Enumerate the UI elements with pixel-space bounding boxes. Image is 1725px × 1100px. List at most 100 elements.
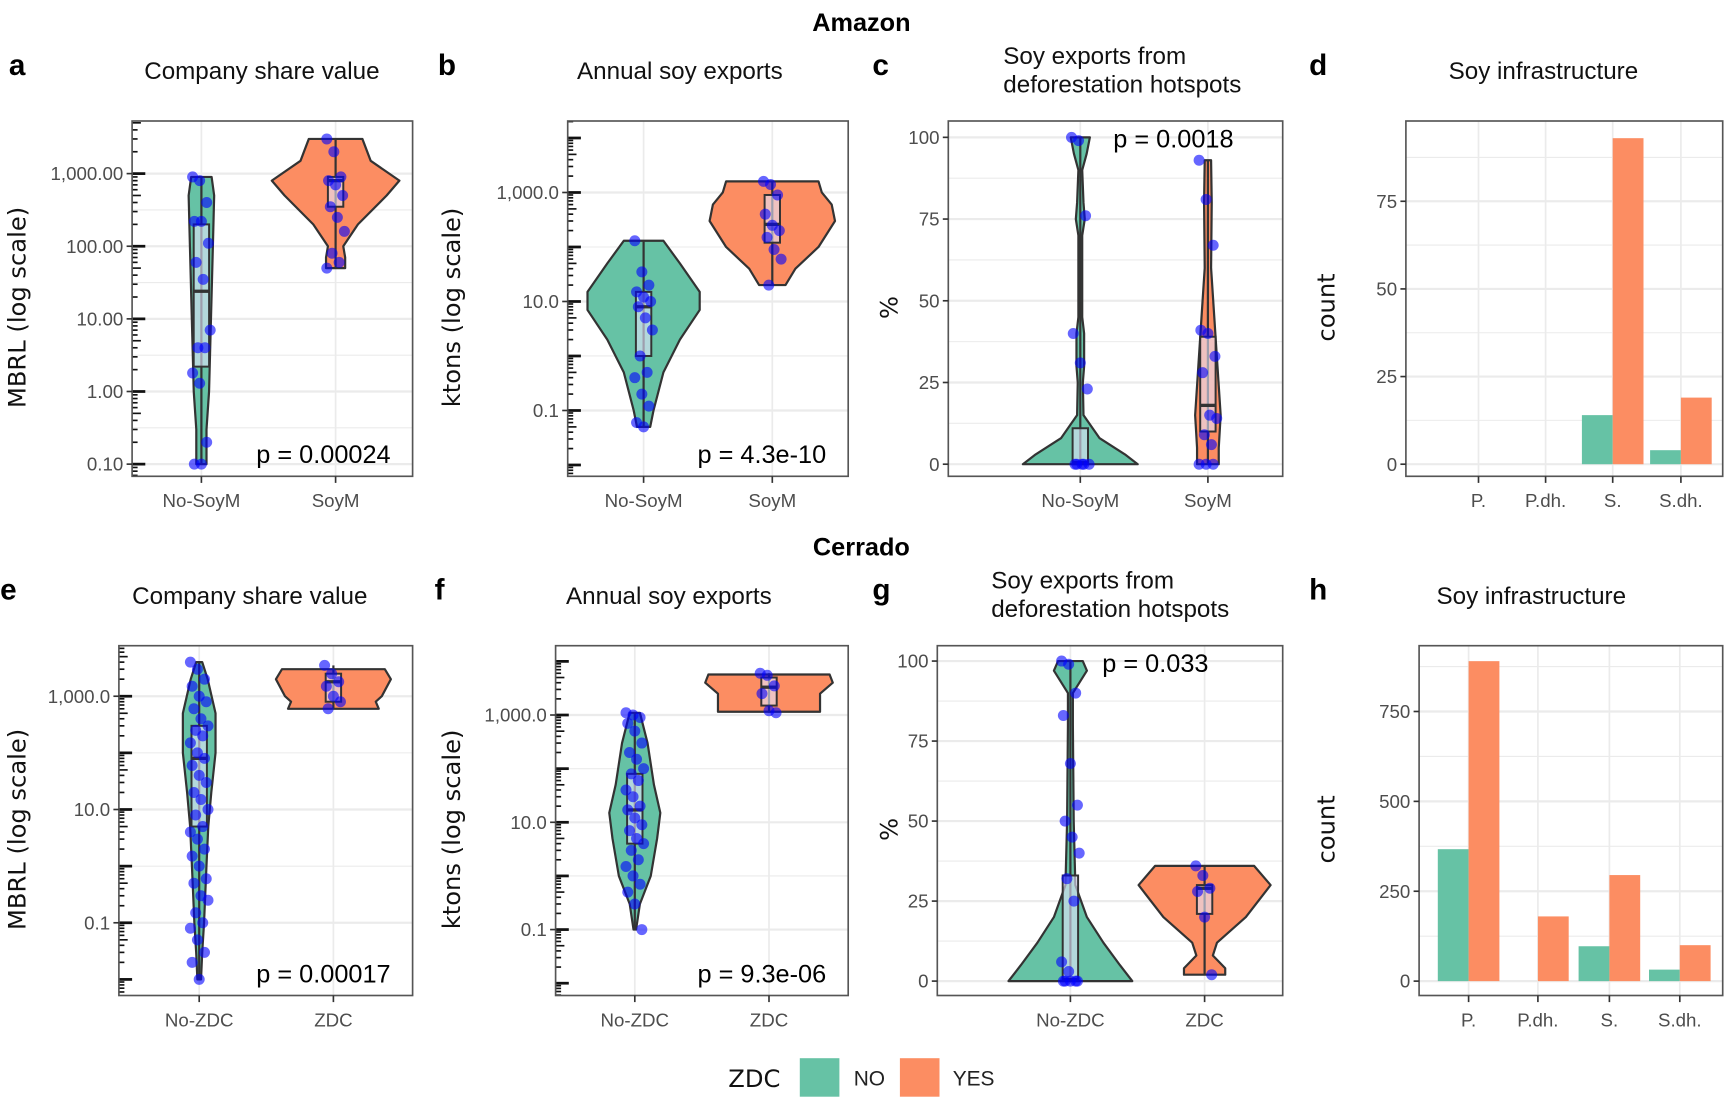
x-tick-label: P.dh. (1525, 490, 1566, 511)
y-tick-label: 0.1 (533, 400, 559, 421)
y-axis-label: count (1312, 273, 1340, 341)
data-point (202, 894, 214, 906)
data-point (188, 703, 200, 715)
data-point (188, 877, 200, 889)
y-tick-label: 0 (1387, 454, 1397, 475)
data-point (638, 763, 650, 775)
data-point (200, 873, 212, 885)
data-point (1080, 210, 1092, 222)
panel-f: p = 9.3e-06 0.1 10.0 1,000.0 No-ZDC ZDC f Annua… (435, 574, 850, 1030)
data-point (1200, 193, 1212, 205)
data-point (321, 262, 333, 274)
data-point (1059, 975, 1071, 987)
data-point (202, 804, 214, 816)
data-point (193, 860, 205, 872)
data-point (190, 809, 202, 821)
panel-border (1418, 644, 1724, 997)
panel-letter: c (872, 49, 889, 82)
data-point (1057, 709, 1069, 721)
data-point (629, 725, 641, 737)
y-tick-label: 10.0 (523, 291, 559, 312)
data-point (634, 878, 646, 890)
section-title-amazon: Amazon (812, 9, 910, 37)
data-point (768, 243, 780, 255)
data-point (200, 776, 212, 788)
legend-label-no: NO (854, 1068, 885, 1091)
x-tick-label: P. (1461, 1009, 1476, 1030)
y-axis-label: MBRL (log scale) (3, 729, 31, 930)
panel-h: 0 250 500 750 P. P.dh. S. S.dh. h Soy infrastruct… (1309, 574, 1724, 1030)
data-point (337, 189, 349, 201)
data-point (770, 707, 782, 719)
data-point (330, 179, 342, 191)
data-point (1073, 847, 1085, 859)
panel-b: p = 4.3e-10 0.1 10.0 1,000.0 No-SoyM SoyM b Ann… (438, 49, 850, 511)
data-point (326, 668, 338, 680)
panel-title: deforestation hotspots (991, 596, 1229, 623)
data-point (1063, 965, 1075, 977)
data-point (620, 784, 632, 796)
data-point (198, 946, 210, 958)
x-tick-label: ZDC (1185, 1009, 1223, 1030)
data-point (622, 886, 634, 898)
panel-title: Soy infrastructure (1437, 583, 1627, 610)
data-point (1206, 969, 1218, 981)
p-value: p = 0.0018 (1113, 125, 1233, 153)
y-tick-label: 10.0 (74, 799, 110, 820)
data-point (761, 231, 773, 243)
data-point (184, 737, 196, 749)
bar-NO-S.dh. (1649, 969, 1680, 982)
panel-letter: g (872, 574, 890, 607)
panel-c: p = 0.0018 0 25 50 75 100 No-SoyM SoyM c Soy expo… (872, 43, 1284, 511)
data-point (775, 253, 787, 265)
y-tick-label: 100 (897, 651, 928, 672)
legend-title: ZDC (728, 1065, 780, 1093)
panel-title: deforestation hotspots (1003, 71, 1241, 98)
data-point (202, 237, 214, 249)
data-point (639, 312, 651, 324)
data-point (1198, 429, 1210, 441)
data-point (191, 663, 203, 675)
data-point (636, 819, 648, 831)
data-point (1078, 458, 1090, 470)
data-point (1205, 439, 1217, 451)
y-tick-label: 75 (908, 731, 929, 752)
bar-YES-S. (1612, 138, 1644, 465)
data-point (198, 673, 210, 685)
y-axis-label: % (876, 818, 904, 841)
data-point (645, 295, 657, 307)
data-point (1209, 350, 1221, 362)
data-point (1074, 357, 1086, 369)
data-point (620, 860, 632, 872)
data-point (190, 907, 202, 919)
x-tick-label: No-ZDC (601, 1009, 670, 1030)
panel-title: Company share value (144, 58, 379, 85)
x-tick-label: ZDC (314, 1009, 352, 1030)
data-point (188, 786, 200, 798)
data-point (1071, 975, 1083, 987)
plot-background (1405, 121, 1723, 477)
data-point (638, 838, 650, 850)
data-point (627, 791, 639, 803)
panel-title: Annual soy exports (577, 58, 783, 85)
data-point (1192, 885, 1204, 897)
data-point (201, 197, 213, 209)
data-point (334, 696, 346, 708)
p-value: p = 0.00017 (256, 960, 390, 988)
data-point (184, 922, 196, 934)
data-point (195, 458, 207, 470)
data-point (629, 235, 641, 247)
data-point (1190, 860, 1202, 872)
data-point (322, 703, 334, 715)
data-point (624, 747, 636, 759)
data-point (627, 870, 639, 882)
data-point (328, 146, 340, 158)
data-point (198, 843, 210, 855)
legend-swatch-no (799, 1058, 840, 1097)
panel-letter: d (1309, 49, 1327, 82)
panel-border (118, 644, 414, 997)
bar-NO-S. (1578, 946, 1610, 982)
data-point (1064, 757, 1076, 769)
x-tick-label: No-SoyM (1041, 490, 1119, 511)
data-point (193, 973, 205, 985)
